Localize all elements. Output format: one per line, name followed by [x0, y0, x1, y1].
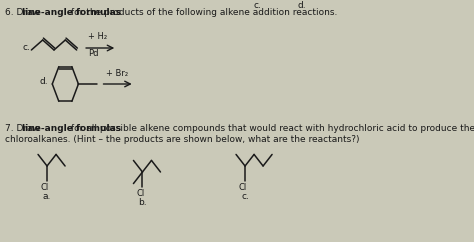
Text: Cl: Cl — [137, 189, 145, 198]
Text: d.: d. — [39, 77, 48, 86]
Text: + H₂: + H₂ — [89, 32, 108, 41]
Text: + Br₂: + Br₂ — [106, 69, 128, 78]
Text: 6. Draw: 6. Draw — [5, 8, 43, 17]
Text: for the products of the following alkene addition reactions.: for the products of the following alkene… — [68, 8, 337, 17]
Text: chloroalkanes. (Hint – the products are shown below, what are the reactants?): chloroalkanes. (Hint – the products are … — [5, 135, 360, 144]
Text: line-angle formulas: line-angle formulas — [22, 8, 121, 17]
Text: b.: b. — [138, 198, 147, 207]
Text: Cl: Cl — [239, 183, 247, 192]
Text: d.: d. — [297, 1, 306, 10]
Text: c.: c. — [241, 192, 249, 201]
Text: for all possible alkene compounds that would react with hydrochloric acid to pro: for all possible alkene compounds that w… — [68, 124, 474, 133]
Text: a.: a. — [43, 192, 51, 201]
Text: 7. Draw: 7. Draw — [5, 124, 43, 133]
Text: c.: c. — [22, 43, 30, 52]
Text: line-angle formulas: line-angle formulas — [22, 124, 121, 133]
Text: c.: c. — [254, 1, 262, 10]
Text: Cl: Cl — [41, 183, 49, 192]
Text: Pd: Pd — [89, 49, 99, 58]
